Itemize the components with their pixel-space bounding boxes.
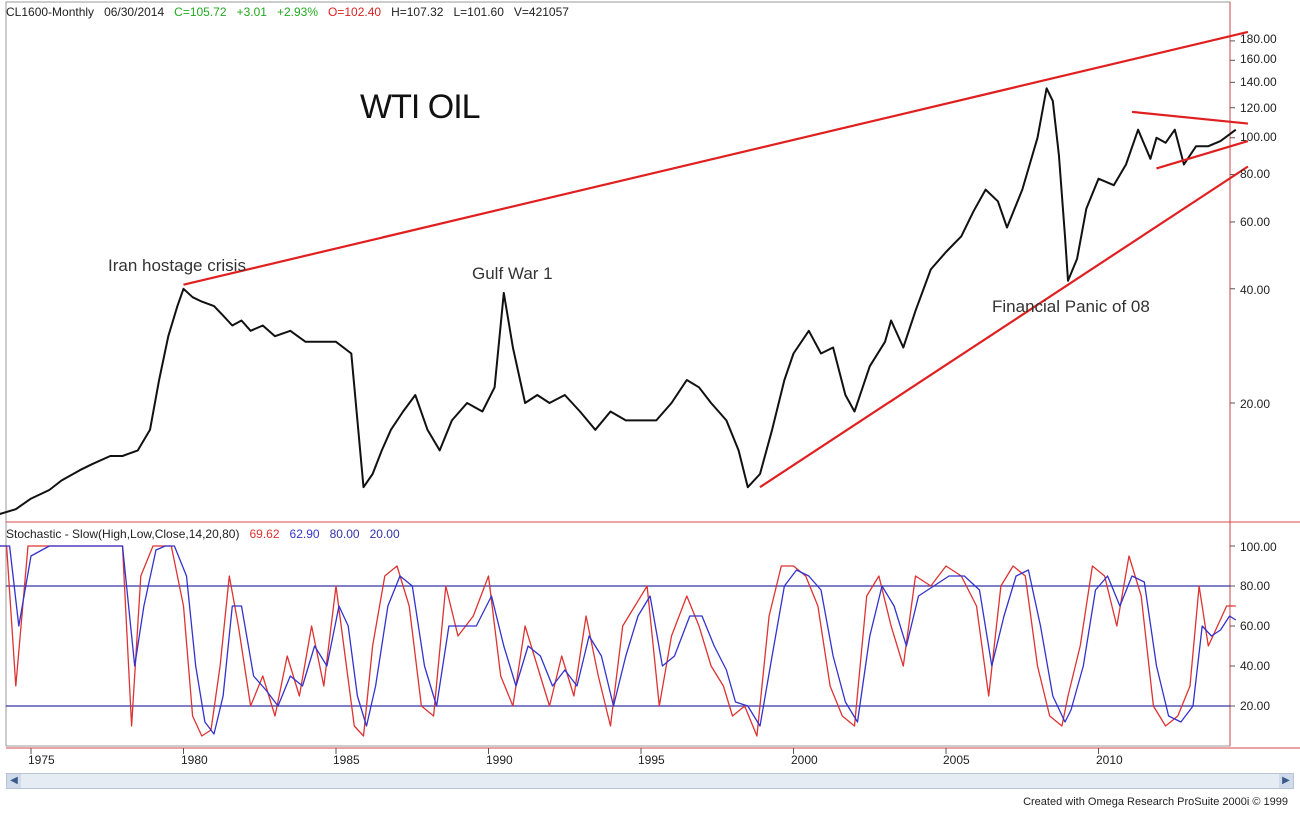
change-label: +3.01: [236, 5, 267, 19]
low-label: L=101.60: [453, 5, 504, 19]
stochastic-k-value: 69.62: [249, 527, 280, 541]
x-tick-label: 2010: [1096, 753, 1123, 767]
close-label: C=105.72: [174, 5, 227, 19]
triangle-upper-line: [1131, 110, 1249, 125]
y-tick-label: 180.00: [1240, 32, 1277, 46]
plot-frame: [5, 1, 1231, 747]
open-label: O=102.40: [328, 5, 382, 19]
stoch-y-tick-label: 80.00: [1240, 579, 1271, 593]
y-tick-label: 20.00: [1240, 397, 1271, 411]
x-tick-label: 2000: [791, 753, 818, 767]
symbol-label: CL1600-Monthly: [6, 5, 95, 19]
x-tick-label: 1975: [28, 753, 55, 767]
annotation-gulf-war: Gulf War 1: [472, 264, 553, 283]
annotation-iran: Iran hostage crisis: [108, 256, 246, 275]
y-tick-label: 120.00: [1240, 101, 1277, 115]
y-tick-label: 40.00: [1240, 283, 1271, 297]
date-label: 06/30/2014: [104, 5, 165, 19]
triangle-lower-line: [1156, 140, 1249, 170]
stoch-y-tick-label: 100.00: [1240, 540, 1277, 554]
stochastic-header: Stochastic - Slow(High,Low,Close,14,20,8…: [6, 527, 400, 541]
stochastic-k-line: [0, 545, 1236, 737]
x-tick-label: 1985: [333, 753, 360, 767]
y-tick-label: 100.00: [1240, 130, 1277, 144]
stochastic-label: Stochastic - Slow(High,Low,Close,14,20,8…: [6, 527, 240, 541]
high-label: H=107.32: [391, 5, 444, 19]
x-tick-label: 1995: [638, 753, 665, 767]
footer-credit: Created with Omega Research ProSuite 200…: [1023, 796, 1288, 808]
stoch-y-tick-label: 40.00: [1240, 659, 1271, 673]
scroll-right-button[interactable]: ▶: [1279, 774, 1293, 788]
stochastic-d-value: 62.90: [289, 527, 320, 541]
change-pct-label: +2.93%: [276, 5, 318, 19]
volume-label: V=421057: [513, 5, 569, 19]
y-tick-label: 140.00: [1240, 75, 1277, 89]
chart-title: WTI OIL: [360, 88, 481, 126]
y-tick-label: 160.00: [1240, 52, 1277, 66]
scroll-left-button[interactable]: ◀: [7, 774, 21, 788]
lower-trendline: [759, 165, 1249, 489]
x-tick-label: 1980: [181, 753, 208, 767]
horizontal-scrollbar[interactable]: ◀ ▶: [6, 773, 1294, 789]
stochastic-upper-level: 80.00: [329, 527, 360, 541]
quote-header: CL1600-Monthly 06/30/2014 C=105.72 +3.01…: [6, 5, 569, 19]
price-series-line: [0, 87, 1237, 515]
x-tick-label: 1990: [486, 753, 513, 767]
upper-trendline: [183, 30, 1249, 286]
annotation-financial-panic: Financial Panic of 08: [992, 297, 1150, 316]
y-tick-label: 80.00: [1240, 167, 1271, 181]
stochastic-d-line: [0, 545, 1237, 735]
y-tick-label: 60.00: [1240, 215, 1271, 229]
stoch-y-tick-label: 60.00: [1240, 619, 1271, 633]
stoch-y-tick-label: 20.00: [1240, 699, 1271, 713]
x-tick-label: 2005: [943, 753, 970, 767]
stochastic-lower-level: 20.00: [369, 527, 400, 541]
